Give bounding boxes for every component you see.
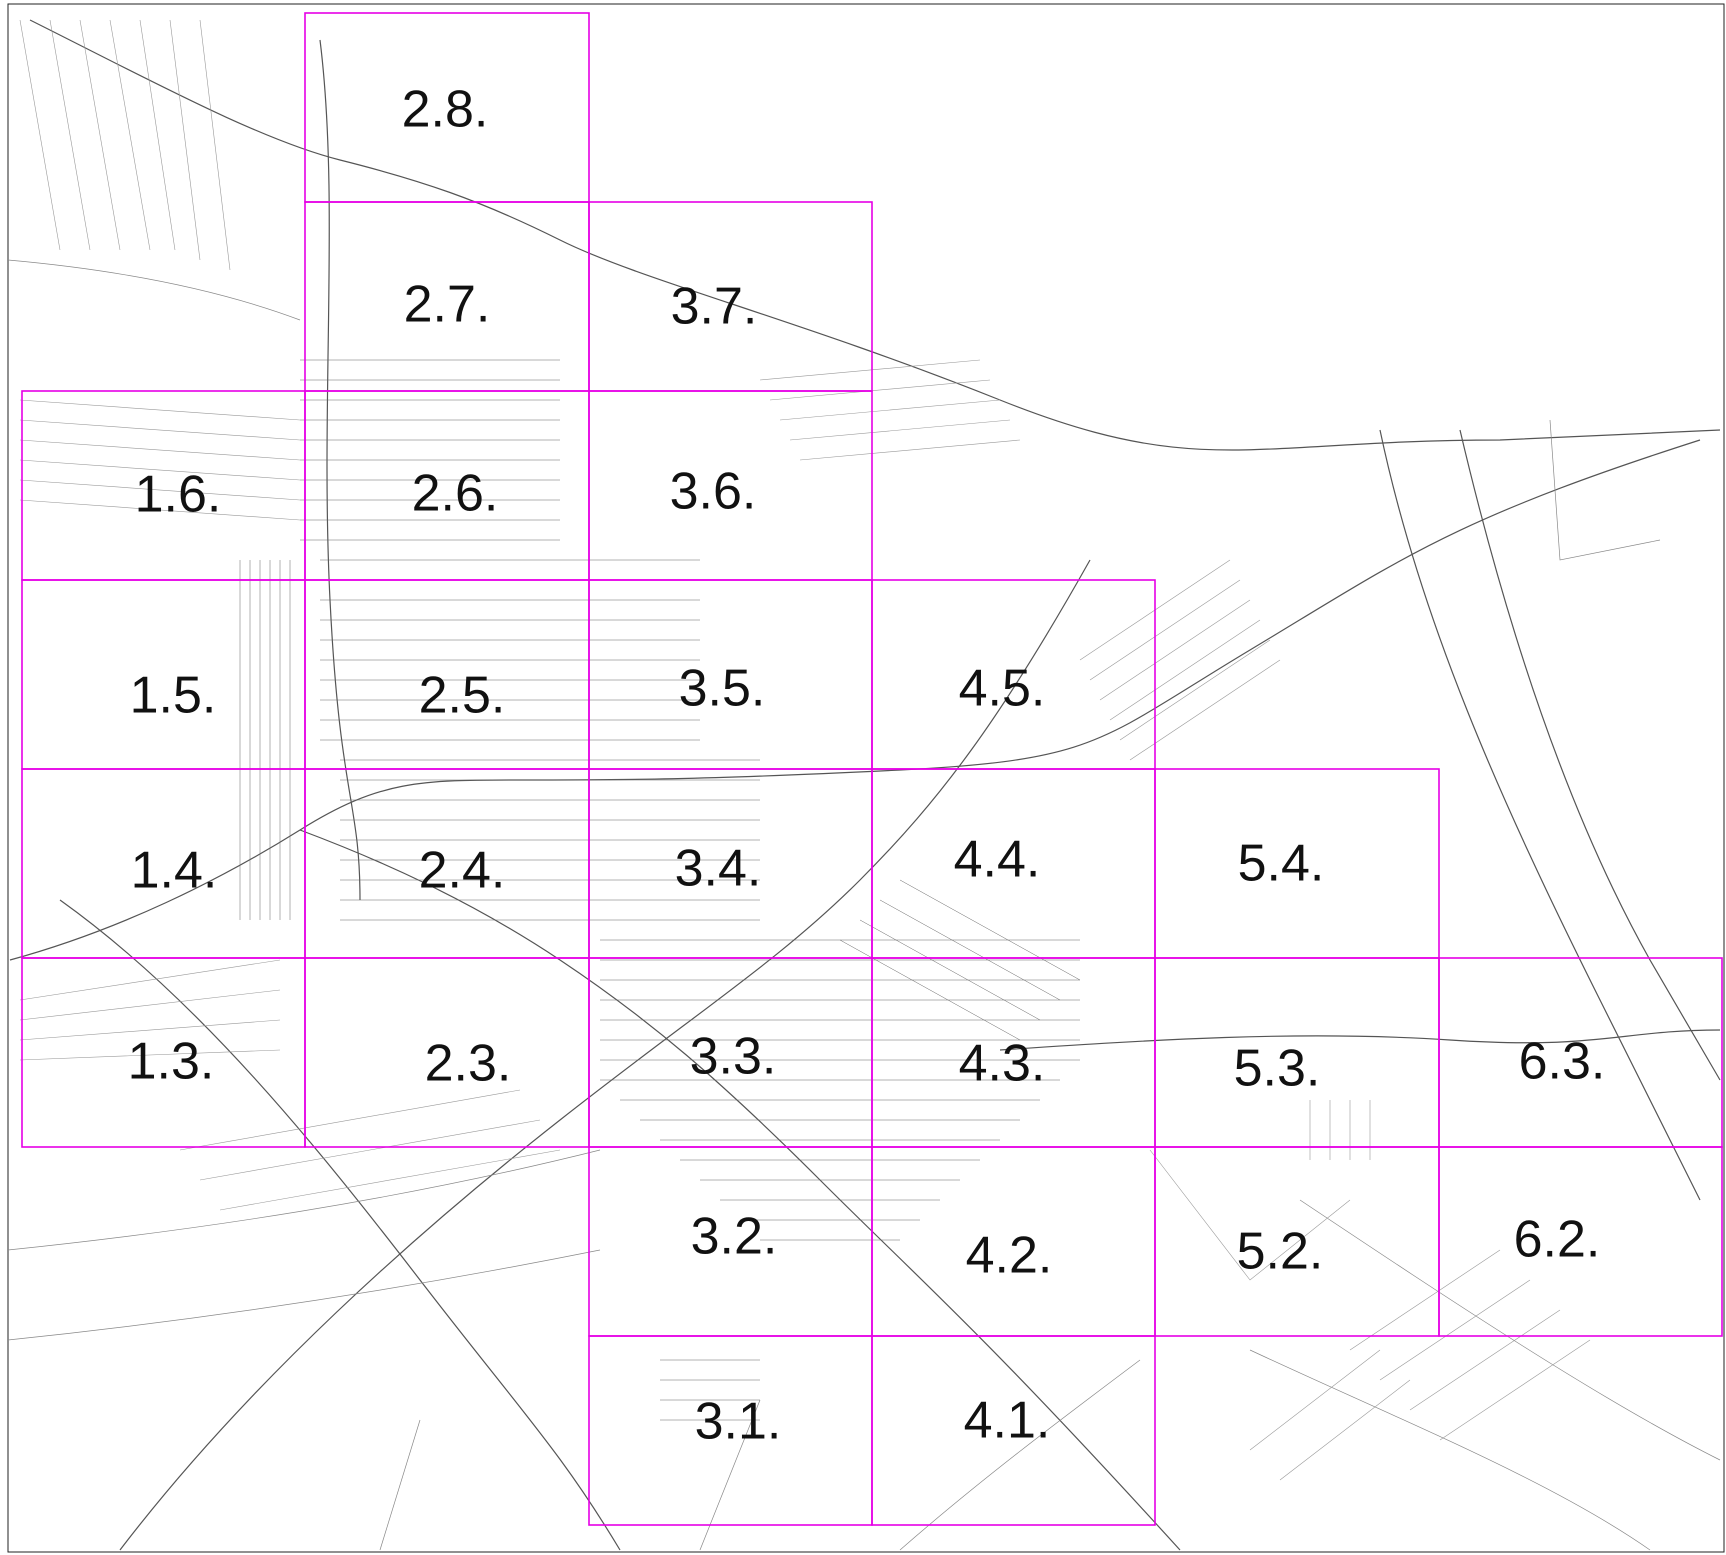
- sheet-label-2-3: 2.3.: [425, 1035, 512, 1093]
- map-sheet-grid: [21, 12, 1723, 1526]
- sheet-label-5-3: 5.3.: [1234, 1040, 1321, 1098]
- sheet-label-1-5: 1.5.: [130, 667, 217, 725]
- sheet-label-5-4: 5.4.: [1238, 835, 1325, 893]
- parcel-linework: [7, 19, 1721, 1551]
- sheet-label-3-1: 3.1.: [695, 1393, 782, 1451]
- sheet-label-3-2: 3.2.: [691, 1208, 778, 1266]
- sheet-label-3-7: 3.7.: [671, 278, 758, 336]
- sheet-label-4-3: 4.3.: [959, 1035, 1046, 1093]
- sheet-label-1-3: 1.3.: [128, 1033, 215, 1091]
- sheet-label-4-4: 4.4.: [954, 831, 1041, 889]
- sheet-label-5-2: 5.2.: [1237, 1223, 1324, 1281]
- sheet-label-1-4: 1.4.: [131, 842, 218, 900]
- sheet-label-2-8: 2.8.: [402, 81, 489, 139]
- sheet-label-2-7: 2.7.: [404, 276, 491, 334]
- sheet-label-2-5: 2.5.: [419, 667, 506, 725]
- sheet-label-4-2: 4.2.: [966, 1227, 1053, 1285]
- sheet-label-3-6: 3.6.: [670, 463, 757, 521]
- sheet-6-2[interactable]: [1438, 1146, 1723, 1337]
- sheet-label-4-5: 4.5.: [959, 660, 1046, 718]
- sheet-label-6-2: 6.2.: [1514, 1211, 1601, 1269]
- sheet-label-1-6: 1.6.: [135, 466, 222, 524]
- sheet-label-3-5: 3.5.: [679, 660, 766, 718]
- sheet-label-3-4: 3.4.: [675, 840, 762, 898]
- map-frame: [7, 3, 1725, 1553]
- sheet-label-3-3: 3.3.: [690, 1028, 777, 1086]
- sheet-label-2-6: 2.6.: [412, 465, 499, 523]
- sheet-label-4-1: 4.1.: [964, 1392, 1051, 1450]
- sheet-4-1[interactable]: [871, 1335, 1156, 1526]
- sheet-label-6-3: 6.3.: [1519, 1033, 1606, 1091]
- sheet-label-2-4: 2.4.: [419, 842, 506, 900]
- sheet-labels: 2.8. 2.7. 3.7. 1.6. 2.6. 3.6. 1.5. 2.5. …: [128, 81, 1606, 1451]
